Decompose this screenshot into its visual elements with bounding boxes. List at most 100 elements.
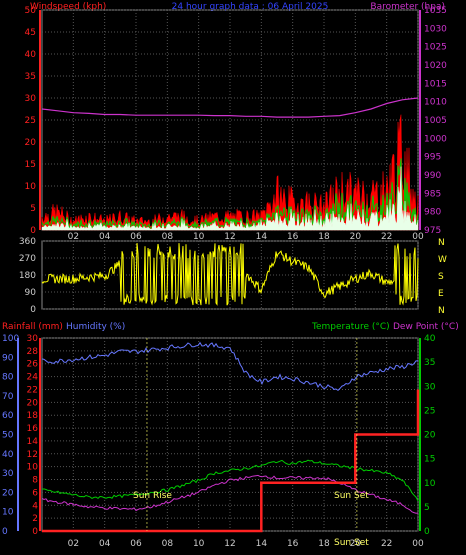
x-tick-bottom-00: 00 [412,539,424,549]
x-tick-wind-22: 22 [381,232,392,242]
rain-tick-2: 2 [32,514,38,524]
dir-left-tick-360: 360 [19,237,36,247]
rain-tick-6: 6 [32,488,38,498]
dir-letter-2: S [438,272,444,282]
dir-letter-0: N [438,238,445,248]
barometer-series [41,97,419,118]
temp-tick-10: 10 [424,479,436,489]
baro-right-tick-975: 975 [424,226,441,236]
x-tick-wind-20: 20 [350,232,362,242]
baro-right-tick-1005: 1005 [424,116,447,126]
wind-left-tick-5: 5 [30,204,36,214]
humidity-tick-0: 0 [2,527,8,537]
rain-tick-12: 12 [27,450,38,460]
dir-letter-3: E [438,289,444,299]
baro-right-tick-980: 980 [424,208,441,218]
axis-ticks: 0202040406060808101012121414161618182020… [2,6,447,549]
x-tick-wind-06: 06 [130,232,142,242]
wind-left-tick-15: 15 [25,160,36,170]
rainfall-axis-title: Rainfall (mm) [2,322,63,332]
rain-tick-16: 16 [27,424,39,434]
baro-right-tick-995: 995 [424,153,441,163]
sunrise-label: Sun Rise [133,491,172,501]
dir-left-tick-180: 180 [19,271,36,281]
rain-tick-26: 26 [27,360,39,370]
rainfall-series [42,389,420,533]
x-tick-bottom-10: 10 [193,539,205,549]
wind-left-tick-50: 50 [25,6,37,16]
rain-tick-24: 24 [27,373,39,383]
x-tick-bottom-12: 12 [224,539,235,549]
humidity-tick-90: 90 [2,353,14,363]
data-series [41,97,420,533]
temp-tick-40: 40 [424,334,436,344]
humidity-tick-60: 60 [2,411,14,421]
x-tick-bottom-18: 18 [318,539,330,549]
wind-left-tick-40: 40 [25,50,37,60]
humidity-tick-20: 20 [2,488,14,498]
baro-right-tick-1015: 1015 [424,79,447,89]
rain-tick-14: 14 [27,437,39,447]
baro-right-tick-1020: 1020 [424,61,447,71]
humidity-tick-100: 100 [2,334,19,344]
wind-left-tick-20: 20 [25,138,37,148]
x-tick-bottom-04: 04 [99,539,111,549]
x-tick-wind-16: 16 [287,232,299,242]
baro-right-tick-985: 985 [424,189,441,199]
rain-tick-20: 20 [27,398,39,408]
wind-direction-series [41,243,419,306]
avg-wind-series [41,166,419,231]
temp-tick-20: 20 [424,431,436,441]
rain-tick-4: 4 [32,501,38,511]
humidity-tick-70: 70 [2,392,14,402]
temp-tick-30: 30 [424,382,436,392]
chart-title: 24 hour graph data : 06 April 2025 [172,2,329,12]
wind-left-tick-25: 25 [25,116,36,126]
humidity-tick-30: 30 [2,469,14,479]
sunset-label: Sun Set [334,491,369,501]
dewpoint-axis-title: Dew Point (°C) [393,322,459,332]
temp-tick-15: 15 [424,455,435,465]
x-tick-wind-14: 14 [256,232,268,242]
sunset-bottom-label: Sun Set [334,538,369,548]
x-tick-wind-02: 02 [68,232,79,242]
temperature-axis-title: Temperature (°C) [311,322,390,332]
rain-tick-22: 22 [27,385,38,395]
dir-letter-1: W [438,255,447,265]
humidity-tick-40: 40 [2,450,14,460]
x-tick-wind-00: 00 [412,232,424,242]
x-tick-bottom-16: 16 [287,539,299,549]
temp-tick-5: 5 [424,503,430,513]
x-tick-wind-04: 04 [99,232,111,242]
dir-left-tick-90: 90 [25,288,37,298]
temp-tick-25: 25 [424,406,435,416]
baro-right-tick-1010: 1010 [424,98,447,108]
wind-left-tick-45: 45 [25,28,36,38]
wind-left-tick-0: 0 [30,226,36,236]
dewpoint-series [41,474,419,514]
rain-tick-0: 0 [32,527,38,537]
humidity-axis-title: Humidity (%) [66,322,125,332]
baro-right-tick-1000: 1000 [424,134,447,144]
dir-letter-4: N [438,306,445,316]
windspeed-axis-title: Windspeed (kph) [30,2,106,12]
rain-tick-10: 10 [27,463,39,473]
x-tick-bottom-02: 02 [68,539,79,549]
barometer-axis-title: Barometer (hpa) [370,2,445,12]
temp-tick-0: 0 [424,527,430,537]
humidity-tick-50: 50 [2,431,14,441]
baro-right-tick-1025: 1025 [424,43,447,53]
temp-tick-35: 35 [424,358,435,368]
baro-right-tick-1035: 1035 [424,6,447,16]
x-tick-wind-08: 08 [162,232,174,242]
x-tick-wind-12: 12 [224,232,235,242]
rain-tick-8: 8 [32,476,38,486]
baro-right-tick-1030: 1030 [424,24,447,34]
rain-tick-30: 30 [27,334,39,344]
rain-tick-28: 28 [27,347,39,357]
gust-series [41,158,419,230]
x-tick-bottom-06: 06 [130,539,142,549]
wind-left-tick-30: 30 [25,94,37,104]
x-tick-wind-18: 18 [318,232,330,242]
